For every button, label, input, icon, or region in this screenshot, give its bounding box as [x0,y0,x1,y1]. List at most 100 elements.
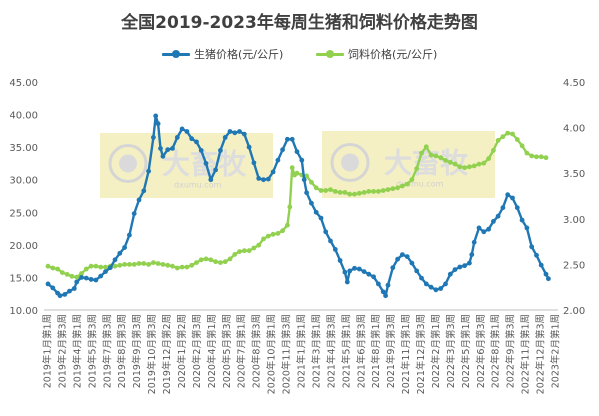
data-point [383,293,388,299]
data-point [194,139,199,145]
x-tick-label: 2022年8月第1周 [490,314,502,388]
data-point [222,135,228,140]
data-point [467,260,472,266]
data-point [505,192,511,198]
data-point [543,271,549,277]
data-point [71,286,77,291]
x-tick-label: 2021年9月第3周 [385,314,397,388]
data-point [155,261,161,266]
watermark-sub-text: dxumu.com [174,181,222,190]
data-point [419,150,424,156]
data-point [347,268,353,274]
camera-lens-icon [330,143,370,182]
data-point [198,148,204,153]
data-point [184,264,190,270]
data-point [380,188,386,193]
data-point [79,275,84,280]
data-point [280,147,285,153]
data-point [208,177,214,183]
data-point [232,130,238,136]
legend-dot-feed [326,49,334,58]
legend-swatch-feed [316,49,344,58]
data-point [256,176,262,181]
data-point [174,265,180,271]
data-point [285,136,290,142]
data-point [198,257,204,263]
x-tick-label: 2022年12月第3周 [535,314,547,394]
data-point [404,181,410,187]
data-point [98,273,104,279]
data-point [179,264,185,270]
data-point [337,258,343,263]
data-point [371,274,376,280]
data-point [510,195,515,201]
data-point [117,250,123,256]
y-left-tick-label: 10.00 [9,306,38,317]
data-point [79,271,84,276]
x-tick-label: 2020年4月第1周 [206,314,218,388]
data-point [376,189,381,194]
data-point [366,189,372,194]
data-point [126,262,132,267]
x-tick-label: 2019年8月第3周 [116,314,128,388]
y-right-tick-label: 3.00 [563,215,585,226]
data-point [45,281,51,287]
data-point [366,271,372,277]
data-point [433,287,439,293]
data-point [395,256,400,262]
data-point [514,205,520,211]
data-point [514,137,520,142]
data-point [98,264,104,270]
data-point [400,252,405,257]
data-point [529,244,535,250]
x-tick-label: 2019年12月第2周 [161,314,173,394]
data-point [160,153,166,159]
data-point [261,236,266,242]
data-point [184,129,190,134]
data-point [213,167,219,173]
data-point [83,266,89,272]
legend-item-pig-price: 生猪价格(元/公斤) [162,45,283,63]
camera-lens-inner [119,154,137,173]
data-point [500,134,506,140]
data-point [524,150,530,156]
x-tick-label: 2021年5月第1周 [340,314,352,388]
data-point [491,148,496,153]
data-point [289,165,295,171]
y-left-tick-label: 30.00 [9,176,38,187]
data-point [203,256,209,262]
data-point [67,288,72,294]
x-tick-label: 2022年3月第3周 [445,314,457,388]
x-tick-label: 2019年7月第3周 [101,314,113,388]
data-point [534,154,539,160]
x-tick-label: 2021年6月第3周 [355,314,367,388]
data-point [69,273,75,279]
data-point [265,176,271,182]
data-point [270,231,276,237]
data-point [160,262,166,267]
series-feed-price [45,130,549,280]
legend-item-feed-price: 饲料价格(元/公斤) [316,45,437,63]
data-point [457,264,463,270]
data-point [227,129,233,134]
y-right-tick-label: 2.00 [563,306,585,317]
data-point [299,157,305,163]
data-point [251,160,257,166]
data-point [170,263,175,269]
series-pig-price [45,113,551,299]
data-point [469,252,475,257]
legend-dot-pig [172,49,180,58]
data-point [390,265,396,271]
data-point [356,266,362,272]
data-point [347,191,353,197]
y-left-tick-label: 15.00 [9,273,38,284]
data-point [227,256,233,262]
data-point [457,164,463,170]
y-right-tick-label: 4.50 [563,78,585,89]
data-point [179,126,185,132]
data-point [524,225,530,231]
data-point [476,225,482,231]
data-point [318,215,324,221]
data-point [136,197,142,203]
data-point [519,217,525,223]
